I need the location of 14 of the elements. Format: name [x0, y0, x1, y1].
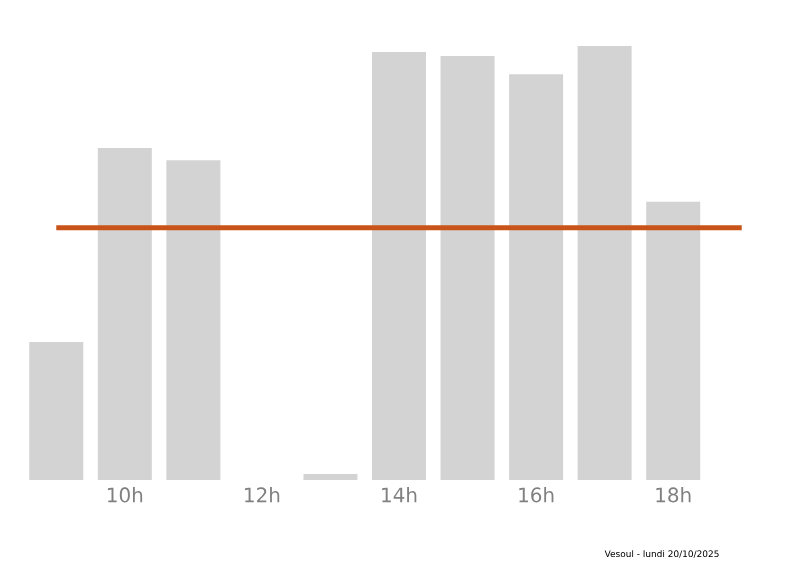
bar — [440, 55, 495, 480]
bar — [97, 147, 152, 480]
x-tick-label: 10h — [108, 487, 143, 503]
x-tick-label: 14h — [382, 487, 417, 503]
x-tick-label: 12h — [245, 487, 280, 503]
bar — [29, 341, 84, 480]
bar — [372, 52, 427, 480]
x-tick-label: 18h — [656, 487, 691, 503]
bar — [509, 74, 564, 480]
bar — [303, 473, 358, 480]
bar — [577, 45, 632, 480]
bar — [646, 201, 701, 480]
bar — [166, 160, 221, 480]
x-tick-label: 16h — [519, 487, 554, 503]
